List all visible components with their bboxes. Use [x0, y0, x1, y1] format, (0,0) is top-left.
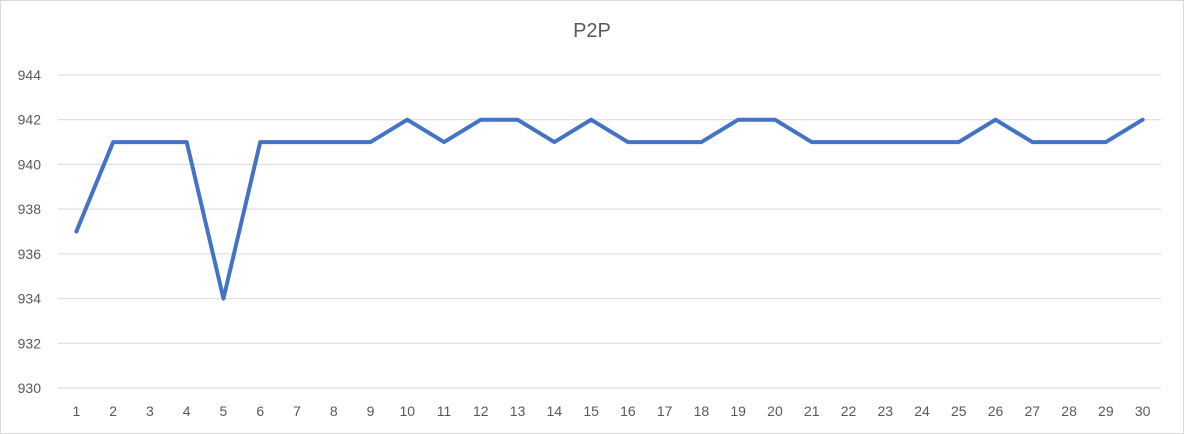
- x-tick-label: 15: [583, 403, 599, 419]
- x-tick-label: 9: [367, 403, 375, 419]
- x-tick-label: 3: [146, 403, 154, 419]
- x-tick-label: 23: [877, 403, 893, 419]
- x-tick-label: 27: [1025, 403, 1041, 419]
- x-tick-label: 13: [510, 403, 526, 419]
- x-tick-label: 7: [293, 403, 301, 419]
- x-tick-label: 12: [473, 403, 489, 419]
- x-tick-label: 10: [399, 403, 415, 419]
- x-tick-label: 21: [804, 403, 820, 419]
- x-tick-label: 14: [547, 403, 563, 419]
- y-tick-label: 934: [18, 291, 42, 307]
- y-tick-label: 942: [18, 112, 42, 128]
- y-tick-label: 938: [18, 201, 42, 217]
- x-tick-label: 29: [1098, 403, 1114, 419]
- x-axis-tick-labels: 1 2 3 4 5 6 7 8 9 10 11 12 13 14 15 16 17 18 19 20 21 22 23 24 2…: [72, 403, 1150, 419]
- y-tick-label: 940: [18, 156, 42, 172]
- y-tick-label: 944: [18, 67, 42, 83]
- x-tick-label: 19: [730, 403, 746, 419]
- x-tick-label: 24: [914, 403, 930, 419]
- x-tick-label: 2: [109, 403, 117, 419]
- x-tick-label: 1: [72, 403, 80, 419]
- y-axis-tick-labels: 930 932 934 936 938 940 942 944: [18, 67, 42, 396]
- chart-title: P2P: [573, 20, 611, 42]
- series-layer: [74, 117, 1145, 301]
- x-tick-label: 5: [220, 403, 228, 419]
- x-tick-label: 28: [1061, 403, 1077, 419]
- x-tick-label: 20: [767, 403, 783, 419]
- x-tick-label: 4: [183, 403, 191, 419]
- x-tick-label: 8: [330, 403, 338, 419]
- x-tick-label: 26: [988, 403, 1004, 419]
- x-tick-label: 6: [256, 403, 264, 419]
- x-tick-label: 30: [1135, 403, 1151, 419]
- series-line: [74, 117, 1145, 301]
- x-tick-label: 22: [841, 403, 857, 419]
- y-tick-label: 930: [18, 380, 42, 396]
- y-tick-label: 932: [18, 335, 42, 351]
- gridlines: [58, 74, 1161, 389]
- x-tick-label: 25: [951, 403, 967, 419]
- x-tick-label: 17: [657, 403, 673, 419]
- y-tick-label: 936: [18, 246, 42, 262]
- x-tick-label: 16: [620, 403, 636, 419]
- x-tick-label: 11: [437, 403, 452, 419]
- x-tick-label: 18: [694, 403, 710, 419]
